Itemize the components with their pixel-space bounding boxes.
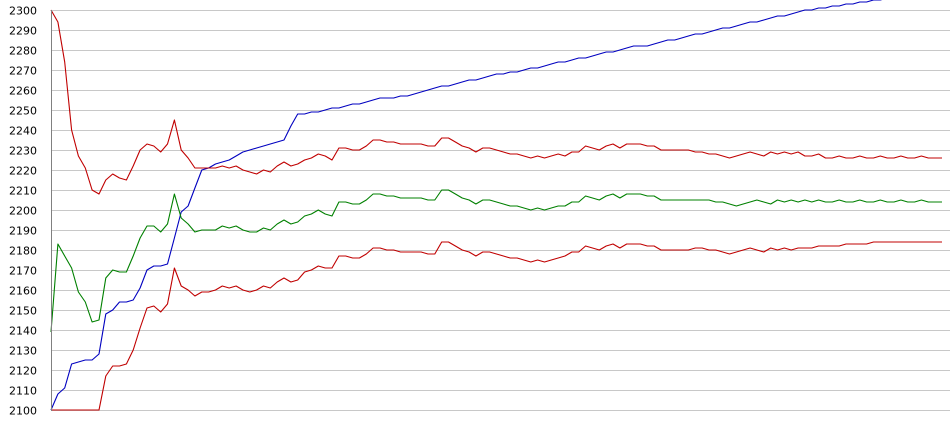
y-tick-label: 2270 — [9, 65, 37, 78]
y-tick-label: 2170 — [9, 265, 37, 278]
y-axis-tick-labels: 2100 2110 2120 2130 2140 2150 2160 2170 2180 2190… — [9, 5, 37, 418]
y-tick-label: 2200 — [9, 205, 37, 218]
y-tick-label: 2290 — [9, 25, 37, 38]
y-tick-label: 2100 — [9, 405, 37, 418]
y-tick-label: 2150 — [9, 305, 37, 318]
y-tick-label: 2160 — [9, 285, 37, 298]
y-tick-label: 2220 — [9, 165, 37, 178]
y-tick-label: 2120 — [9, 365, 37, 378]
series-line-1 — [50, 189, 942, 333]
y-tick-label: 2250 — [9, 105, 37, 118]
y-tick-label: 2140 — [9, 325, 37, 338]
y-tick-label: 2110 — [9, 385, 37, 398]
y-tick-label: 2300 — [9, 5, 37, 18]
series-line-2 — [50, 9, 942, 195]
y-tick-label: 2210 — [9, 185, 37, 198]
y-tick-label: 2230 — [9, 145, 37, 158]
y-tick-label: 2130 — [9, 345, 37, 358]
y-tick-label: 2240 — [9, 125, 37, 138]
series-line-0 — [50, 0, 883, 411]
y-tick-label: 2190 — [9, 225, 37, 238]
y-tick-label: 2280 — [9, 45, 37, 58]
gridlines — [51, 10, 950, 411]
y-tick-label: 2260 — [9, 85, 37, 98]
series-lines — [50, 0, 942, 411]
y-tick-label: 2180 — [9, 245, 37, 258]
series-line-3 — [51, 241, 942, 411]
